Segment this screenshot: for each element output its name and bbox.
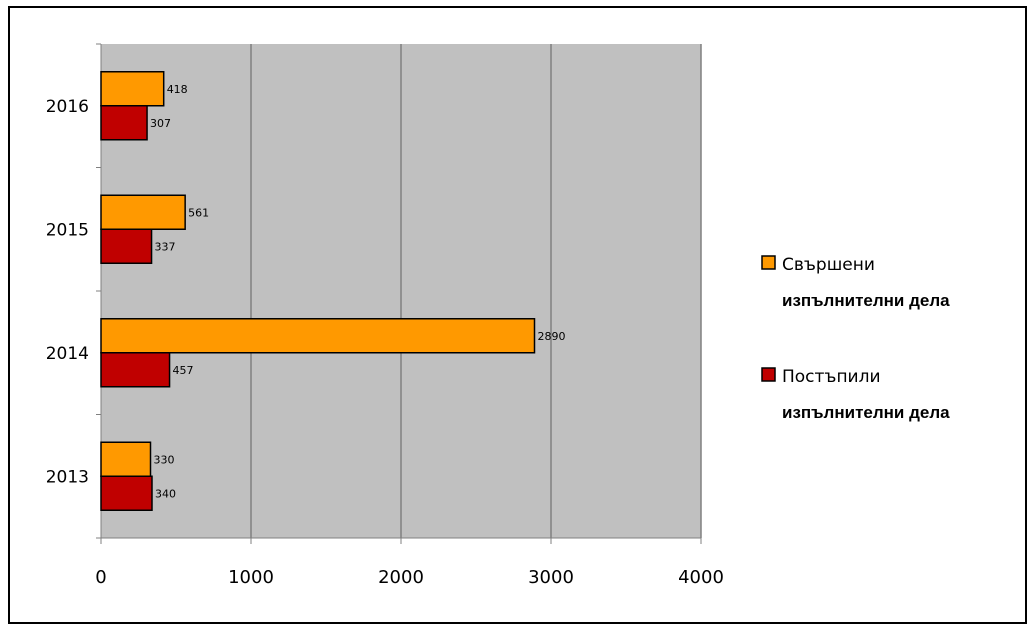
gridlines [250,44,702,538]
data-label: 337 [155,240,176,253]
legend: Свършени изпълнителни дела Постъпили изпълн… [761,255,950,422]
labels: 0 1000 2000 3000 4000 2013 330 340 2014 2890 457 20… [46,83,724,588]
x-tick-label: 2000 [378,567,424,588]
category-label: 2013 [46,467,89,487]
bar [100,318,536,354]
data-label: 457 [173,364,194,377]
category-label: 2016 [46,97,89,117]
legend-label-bold: изпълнителни дела [782,403,950,422]
bar [100,71,165,107]
x-tick-label: 1000 [228,567,274,588]
data-label: 307 [150,117,171,130]
legend-swatch [761,367,776,382]
category-label: 2014 [46,344,89,364]
bar [100,105,148,141]
category-label: 2015 [46,220,89,240]
bars [100,71,536,511]
legend-label: Постъпили [782,367,881,387]
data-label: 2890 [538,330,566,343]
data-label: 418 [167,83,188,96]
bar [100,352,171,388]
x-tick-label: 4000 [678,567,724,588]
data-label: 340 [155,487,176,500]
legend-label: Свършени [782,255,875,275]
legend-label-bold: изпълнителни дела [782,291,950,310]
x-tick-label: 3000 [528,567,574,588]
bar [100,441,152,477]
legend-swatch [761,255,776,270]
bar [100,194,186,230]
data-label: 330 [154,453,175,466]
bar [100,228,153,264]
data-label: 561 [188,206,209,219]
x-tick-label: 0 [95,567,106,588]
bar [100,475,153,511]
